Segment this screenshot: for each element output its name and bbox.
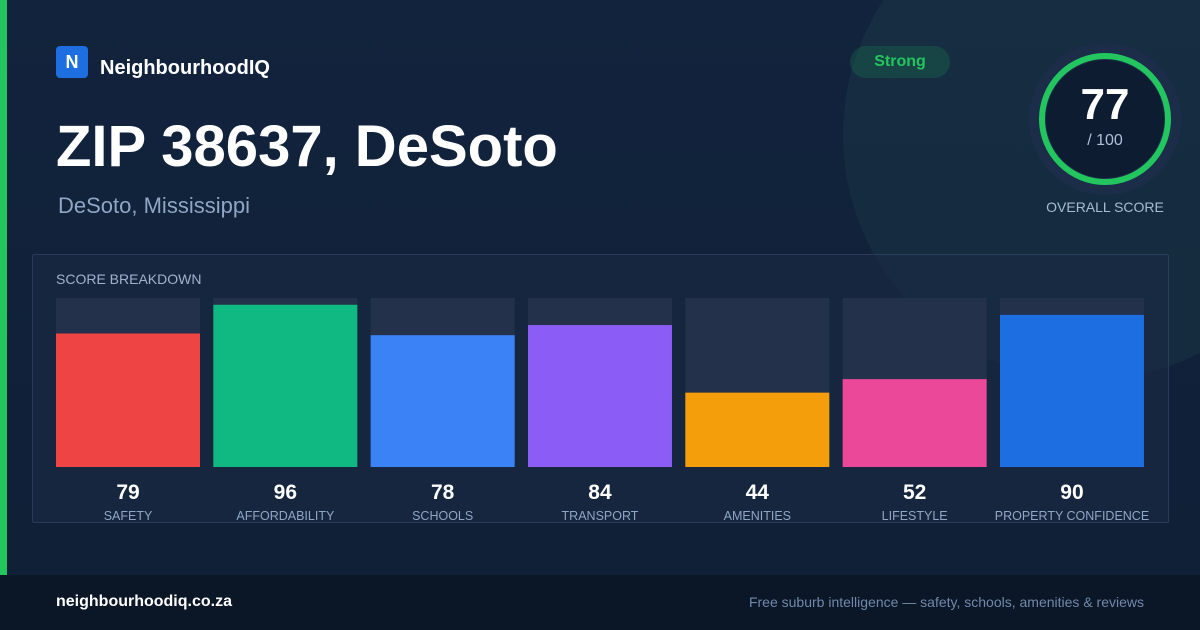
bar-value-property-confidence: 90	[1060, 481, 1083, 504]
brand-name: NeighbourhoodIQ	[100, 57, 270, 79]
bar-amenities	[685, 392, 830, 467]
logo-icon: N	[56, 46, 88, 78]
bar-value-amenities: 44	[746, 481, 770, 504]
bar-label-transport: TRANSPORT	[562, 509, 639, 523]
bar-schools	[370, 335, 515, 467]
location-subtitle: DeSoto, Mississippi	[58, 193, 250, 218]
footer-tagline: Free suburb intelligence — safety, schoo…	[748, 594, 1144, 610]
accent-stripe	[0, 0, 7, 575]
bar-affordability	[213, 304, 358, 467]
score-ring-graphic	[1029, 43, 1181, 195]
bar-label-property-confidence: PROPERTY CONFIDENCE	[995, 509, 1149, 523]
overall-score-value: 77	[1080, 80, 1130, 129]
breakdown-heading: SCORE BREAKDOWN	[56, 271, 202, 287]
page-title: ZIP 38637, DeSoto	[56, 114, 558, 179]
bar-label-safety: SAFETY	[104, 509, 153, 523]
overall-score-max: / 100	[1087, 132, 1123, 149]
bar-label-schools: SCHOOLS	[412, 509, 473, 523]
logo-letter: N	[65, 51, 79, 72]
score-ring-arc	[1039, 53, 1171, 185]
score-ring-inner	[1046, 60, 1164, 178]
bar-safety	[56, 333, 200, 467]
overall-score-caption: OVERALL SCORE	[1046, 199, 1164, 215]
bar-value-lifestyle: 52	[903, 481, 926, 504]
rating-badge-label: Strong	[874, 53, 926, 70]
rating-badge: Strong	[850, 46, 950, 78]
bar-value-affordability: 96	[274, 481, 297, 504]
bar-lifestyle	[842, 379, 987, 467]
bar-label-affordability: AFFORDABILITY	[236, 509, 335, 523]
bar-value-safety: 79	[116, 481, 139, 504]
bar-property-confidence	[999, 314, 1144, 467]
bar-value-schools: 78	[431, 481, 455, 504]
footer-bar	[0, 575, 1200, 630]
bar-label-lifestyle: LIFESTYLE	[882, 509, 948, 523]
bar-transport	[527, 325, 672, 467]
overall-score-ring: 77 / 100	[1028, 42, 1182, 196]
bar-value-transport: 84	[588, 481, 612, 504]
bar-label-amenities: AMENITIES	[724, 509, 791, 523]
footer-domain[interactable]: neighbourhoodiq.co.za	[56, 593, 232, 610]
